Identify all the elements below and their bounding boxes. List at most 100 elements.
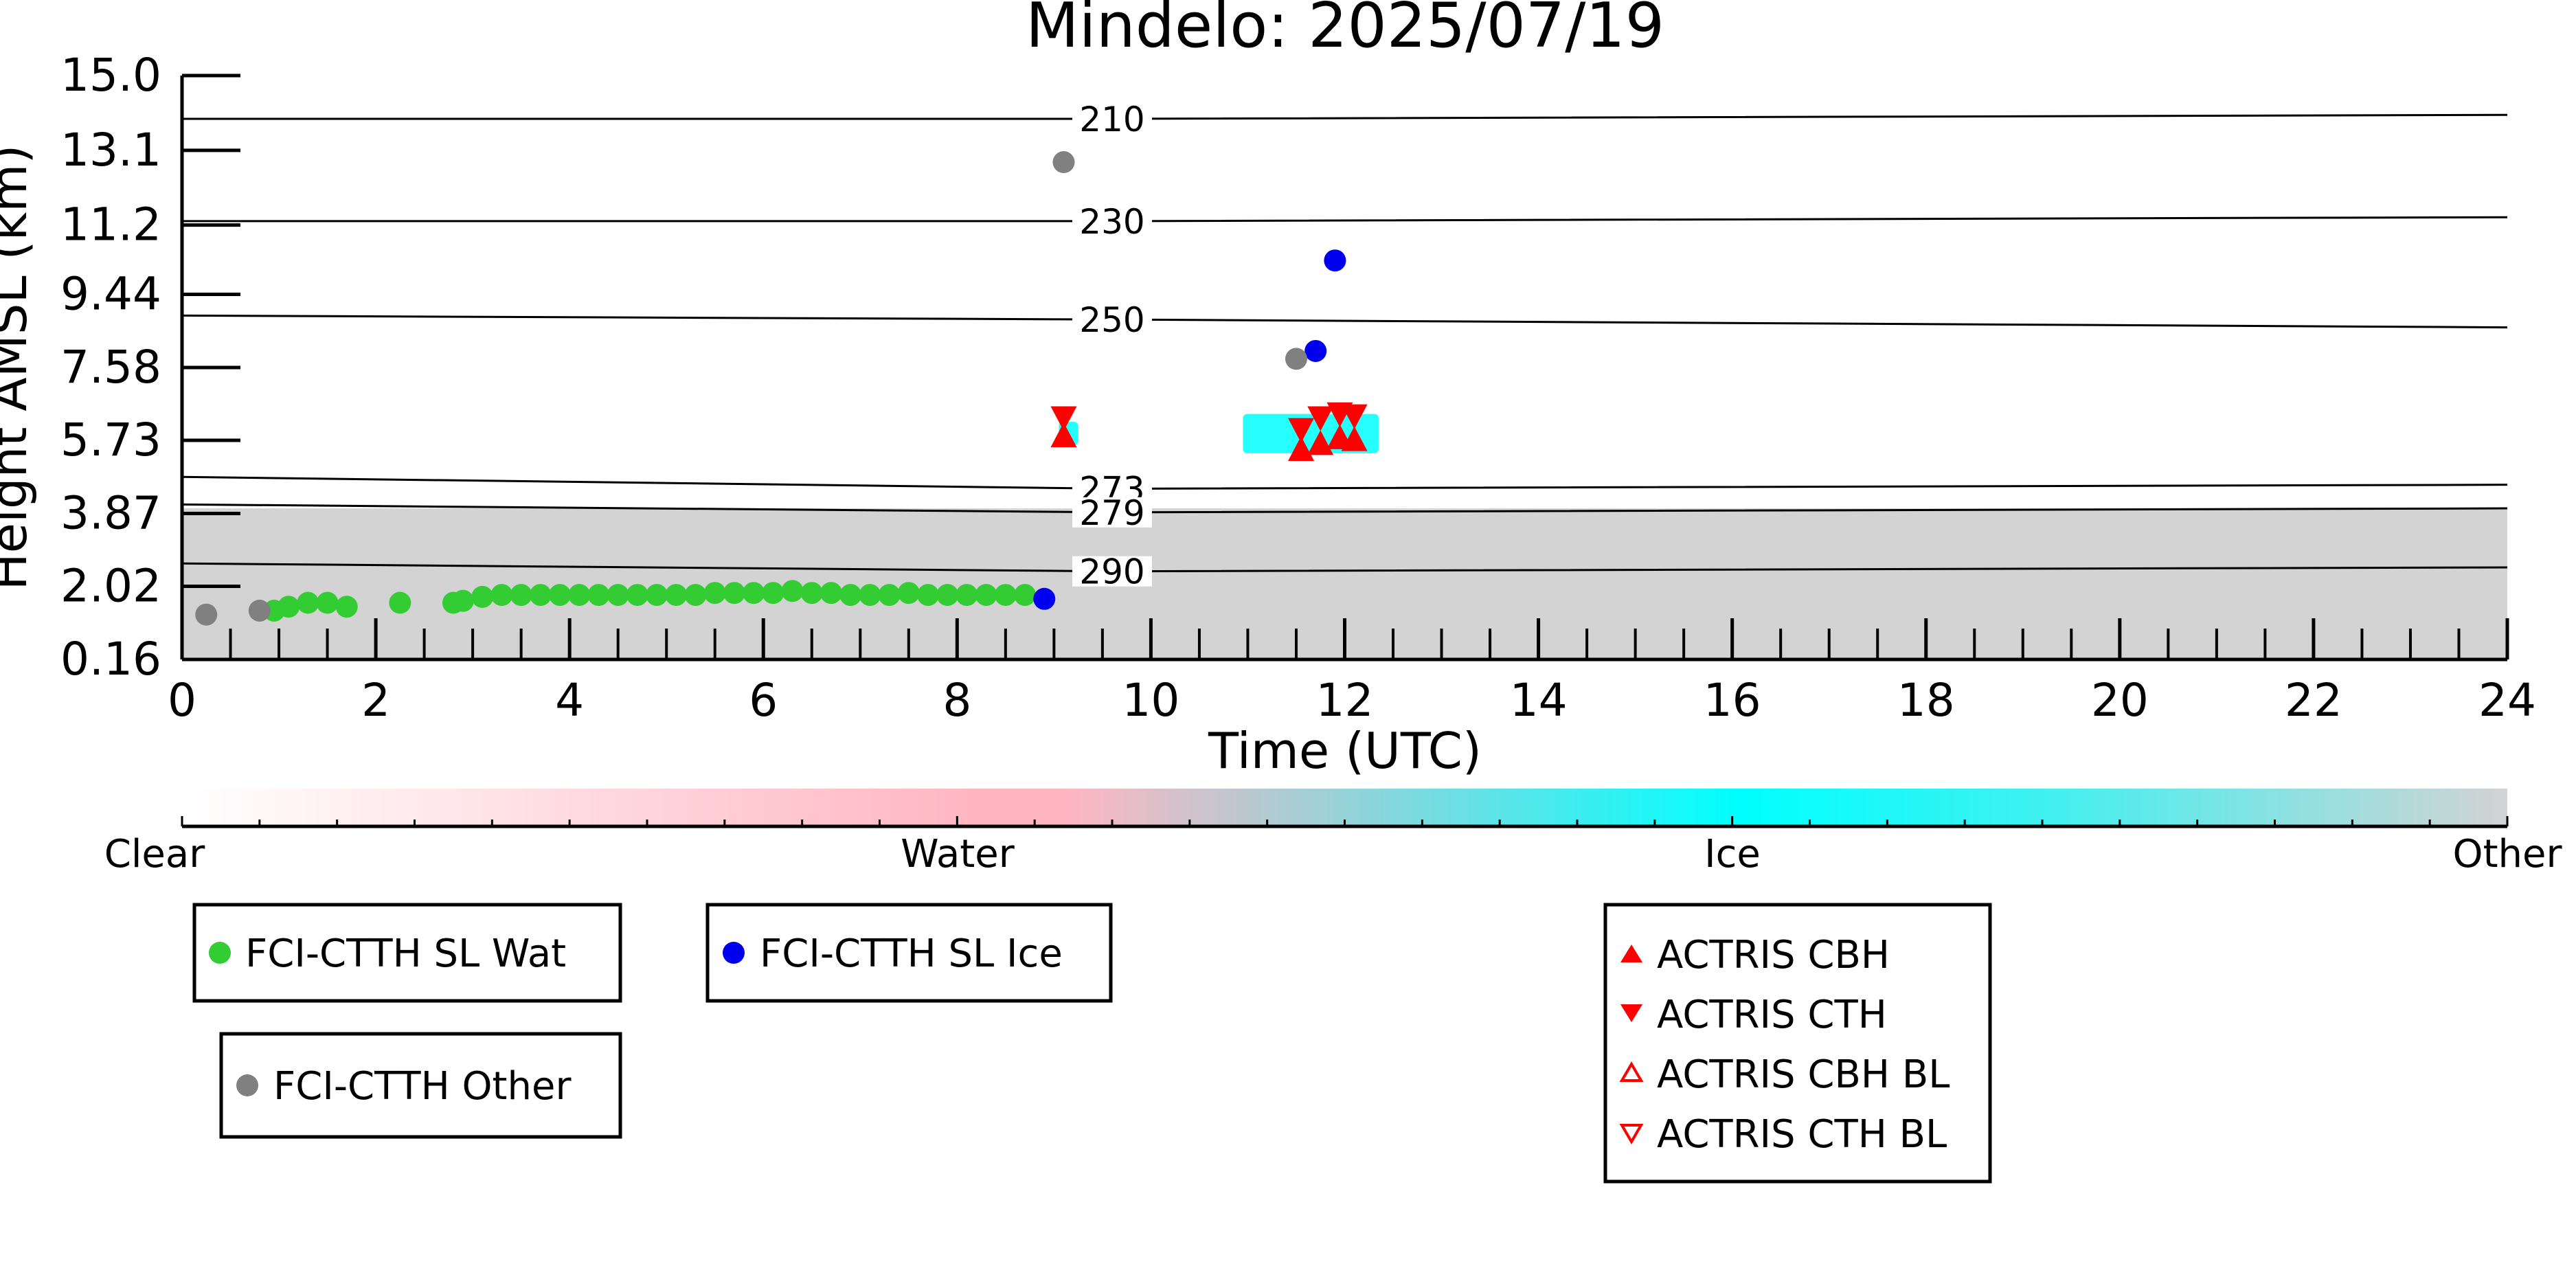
- colorbar-label-clear: Clear: [104, 832, 205, 877]
- x-tick-label: 22: [2285, 674, 2342, 727]
- marker-fci-ctth-sl-wat: [510, 584, 532, 607]
- marker-actris-cth: [1050, 406, 1077, 431]
- marker-fci-ctth-sl-wat: [762, 582, 784, 605]
- colorbar: Clear Water Ice Other: [104, 789, 2562, 877]
- marker-fci-ctth-sl-ice: [1304, 339, 1327, 362]
- isotherm-label-250: 250: [1079, 300, 1144, 340]
- legend-actris: ACTRIS CBH ACTRIS CTH ACTRIS CBH BL ACTR…: [1603, 903, 1992, 1184]
- legend-fci-wat: FCI-CTTH SL Wat: [192, 903, 622, 1003]
- x-tick-label: 18: [1897, 674, 1955, 727]
- isotherm-230: [182, 216, 2507, 223]
- legend-marker-actris-cth-bl: [1619, 1124, 1644, 1144]
- marker-actris-cth: [1307, 406, 1334, 431]
- marker-fci-ctth-sl-wat: [607, 584, 629, 607]
- marker-fci-ctth-sl-wat: [665, 584, 688, 607]
- legend-label-fci-ice: FCI-CTTH SL Ice: [760, 931, 1063, 976]
- marker-actris-cbh: [1341, 426, 1368, 451]
- legend-fci-other: FCI-CTTH Other: [219, 1032, 622, 1139]
- marker-fci-ctth-sl-wat: [278, 596, 300, 618]
- marker-fci-ctth-sl-wat: [568, 584, 591, 607]
- marker-fci-ctth-other: [1285, 348, 1307, 370]
- isotherm-label-290: 290: [1079, 552, 1144, 592]
- marker-fci-ctth-other: [248, 599, 271, 622]
- marker-fci-ctth-other: [1052, 151, 1075, 174]
- marker-fci-ctth-sl-wat: [626, 584, 648, 607]
- legend-label-actris-cbh-bl: ACTRIS CBH BL: [1657, 1052, 1950, 1097]
- x-tick-label: 12: [1316, 674, 1374, 727]
- colorbar-label-other: Other: [2452, 832, 2562, 877]
- marker-fci-ctth-sl-wat: [335, 596, 358, 618]
- y-tick-label: 15.0: [60, 49, 161, 102]
- legend-fci-ice: FCI-CTTH SL Ice: [705, 903, 1113, 1003]
- isotherm-label-bg-230: [1072, 205, 1152, 236]
- isotherm-250: [182, 314, 2507, 329]
- y-tick-label: 9.44: [60, 267, 161, 320]
- x-tick-label: 6: [749, 674, 778, 727]
- x-axis-label: Time (UTC): [1208, 722, 1482, 780]
- y-tick-label: 5.73: [60, 414, 161, 466]
- colorbar-ticks: [181, 816, 2509, 826]
- marker-fci-ctth-sl-wat: [781, 580, 804, 602]
- data-markers: [195, 151, 1368, 626]
- isotherm-label-bg-210: [1072, 104, 1152, 135]
- marker-fci-ctth-sl-wat: [684, 584, 707, 607]
- legend-marker-actris-cbh-bl: [1619, 1061, 1644, 1082]
- x-tick-label: 24: [2478, 674, 2536, 727]
- y-tick-label: 2.02: [60, 559, 161, 612]
- plot-area: [182, 113, 2507, 659]
- colorbar-label-ice: Ice: [1704, 832, 1761, 877]
- marker-fci-ctth-sl-wat: [878, 584, 901, 607]
- x-tick-label: 14: [1510, 674, 1568, 727]
- legend-label-fci-wat: FCI-CTTH SL Wat: [245, 931, 566, 976]
- isotherm-label-230: 230: [1079, 202, 1144, 242]
- legend-marker-fci-other: [236, 1074, 258, 1096]
- marker-fci-ctth-sl-wat: [743, 582, 765, 605]
- marker-fci-ctth-sl-wat: [917, 584, 940, 607]
- isotherm-label-bg-279: [1072, 497, 1152, 528]
- marker-fci-ctth-sl-ice: [1324, 249, 1346, 272]
- legend-marker-actris-cth: [1620, 1004, 1642, 1022]
- x-tick-label: 20: [2091, 674, 2149, 727]
- marker-fci-ctth-other: [195, 603, 218, 626]
- marker-fci-ctth-sl-wat: [723, 582, 745, 605]
- marker-fci-ctth-sl-wat: [1014, 584, 1037, 607]
- legend-label-fci-other: FCI-CTTH Other: [273, 1064, 572, 1109]
- marker-actris-cth: [1341, 404, 1368, 429]
- y-tick-label: 0.16: [60, 633, 161, 686]
- marker-fci-ctth-sl-wat: [587, 584, 610, 607]
- y-axis-label: Height AMSL (km): [0, 145, 38, 591]
- y-tick-label: 13.1: [60, 124, 161, 177]
- marker-fci-ctth-sl-ice: [1033, 587, 1056, 610]
- marker-fci-ctth-sl-wat: [471, 585, 494, 608]
- marker-fci-ctth-sl-wat: [859, 584, 881, 607]
- isotherm-label-bg-250: [1072, 304, 1152, 335]
- marker-fci-ctth-sl-wat: [529, 584, 552, 607]
- x-tick-label: 2: [361, 674, 390, 727]
- marker-fci-ctth-sl-wat: [994, 584, 1017, 607]
- isotherm-lines: [182, 113, 2507, 573]
- x-tick-label: 8: [942, 674, 971, 727]
- isotherm-label-279: 279: [1079, 493, 1144, 533]
- marker-fci-ctth-sl-wat: [839, 584, 862, 607]
- isotherm-label-bg-290: [1072, 556, 1152, 587]
- marker-fci-ctth-sl-wat: [800, 582, 823, 605]
- marker-fci-ctth-sl-wat: [549, 584, 572, 607]
- marker-fci-ctth-sl-wat: [936, 584, 959, 607]
- y-tick-label: 7.58: [60, 341, 161, 394]
- legend-label-actris-cth: ACTRIS CTH: [1657, 993, 1887, 1037]
- marker-fci-ctth-sl-wat: [490, 584, 513, 607]
- marker-fci-ctth-sl-wat: [646, 584, 668, 607]
- y-tick-label: 3.87: [60, 487, 161, 540]
- marker-fci-ctth-sl-wat: [975, 584, 997, 607]
- isotherm-273: [182, 475, 2507, 490]
- x-tick-label: 10: [1122, 674, 1179, 727]
- marker-fci-ctth-sl-wat: [820, 582, 842, 605]
- legend-marker-actris-cbh: [1620, 945, 1642, 962]
- x-tick-label: 0: [168, 674, 196, 727]
- marker-fci-ctth-sl-wat: [956, 584, 978, 607]
- marker-fci-ctth-sl-wat: [389, 591, 411, 614]
- marker-fci-ctth-sl-wat: [452, 589, 475, 612]
